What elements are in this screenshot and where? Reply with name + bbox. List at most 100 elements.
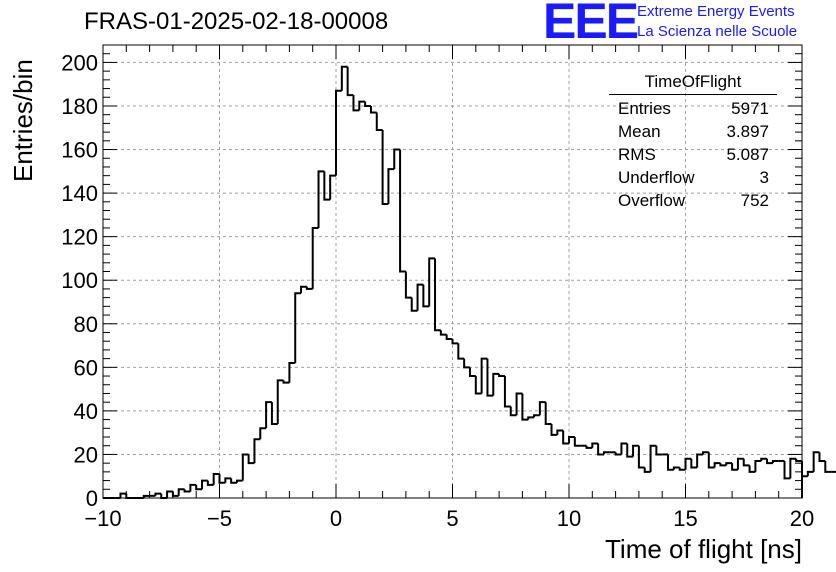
y-tick-label: 160 [61,138,98,163]
histogram-bin [515,392,523,416]
histogram-bin [713,462,721,468]
histogram-bin [573,437,581,447]
histogram-bin [201,479,208,490]
histogram-bin [323,171,331,201]
histogram-bin [527,416,535,420]
histogram-bin [224,477,232,483]
histogram-bin [626,443,634,458]
histogram-bin [684,457,692,470]
stats-row-mean: Mean 3.897 [609,120,777,143]
histogram-bin [288,361,296,383]
histogram-bin [701,451,709,455]
histogram-bin [696,453,703,468]
histogram-bin [177,488,185,496]
stats-label: Underflow [618,168,695,187]
histogram-bin [241,453,249,481]
stats-label: Overflow [618,191,686,210]
stats-row-entries: Entries 5971 [609,97,777,120]
stats-value: 3 [759,168,769,187]
y-tick-label: 180 [61,94,98,119]
histogram-bin [795,458,802,462]
histogram-bin [556,429,564,435]
y-tick-label: 0 [86,486,98,511]
histogram-bin [439,330,447,336]
stats-label: Mean [618,122,661,141]
histogram-bin [480,357,488,394]
histogram-bin [329,174,336,200]
histogram-bin [707,452,715,469]
histogram-bin [457,343,465,360]
histogram-bin [591,442,599,448]
logo-line-2: La Scienza nelle Scuole [637,23,798,40]
chart-title: FRAS-01-2025-02-18-00008 [84,8,389,35]
histogram-bin [690,458,698,469]
stats-value: 5.087 [726,145,769,164]
histogram-bin [719,463,727,467]
histogram-bin [416,283,424,311]
histogram-bin [771,459,779,464]
histogram-bin [824,460,832,473]
histogram-bin [335,89,342,176]
histogram-bin [183,489,191,493]
histogram-bin [206,480,214,486]
histogram-bin [375,112,383,131]
histogram-bin [393,148,401,170]
histogram-bin [404,271,412,299]
histogram-bin [212,473,220,485]
y-tick-label: 60 [74,355,98,380]
x-tick-label: 20 [790,506,814,531]
histogram-bin [632,444,639,457]
x-tick-label: 15 [673,506,697,531]
histogram-bin [463,358,470,369]
histogram-bin [276,379,284,424]
histogram-bin [643,467,651,473]
histogram-bin [533,414,540,418]
histogram-bin [358,100,366,111]
eee-logo: EEE [543,0,639,49]
histogram-bars [103,65,836,499]
histogram-bin [451,339,459,345]
stats-title: TimeOfFlight [609,70,777,95]
histogram-bin [399,149,406,273]
stats-row-rms: RMS 5.087 [609,143,777,166]
stats-value: 3.897 [726,122,769,141]
stats-value: 752 [740,191,769,210]
histogram-bin [352,95,360,112]
histogram-bin [667,454,674,471]
histogram-bin [259,427,267,440]
histogram-bin [672,466,680,470]
histogram-bin [247,454,255,465]
histogram-bin [597,443,604,456]
histogram-bin [783,460,791,480]
histogram-bin [620,442,628,455]
histogram-bin [568,436,575,444]
histogram-bin [294,292,302,363]
y-tick-label: 120 [61,225,98,250]
y-tick-label: 40 [74,399,98,424]
histogram-bin [305,286,313,290]
histogram-bin [766,458,773,465]
histogram-bin [812,451,820,472]
histogram-bin [754,459,762,472]
histogram-bin [270,402,278,425]
histogram-bin [468,367,476,378]
histogram-bin [725,462,733,466]
histogram-bin [544,402,552,425]
histogram-bin [486,358,494,397]
stats-box: TimeOfFlight Entries 5971 Mean 3.897 RMS 5.… [609,70,777,212]
histogram-bin [387,168,395,204]
histogram-bin [428,257,436,307]
grid-lines [103,45,802,498]
stats-row-overflow: Overflow 752 [609,189,777,212]
histogram-bin [154,492,162,496]
histogram-bin [637,445,645,469]
histogram-bin [422,284,430,308]
histogram-bin [742,458,750,467]
histogram-bin [521,393,529,421]
histogram-bin [346,66,354,97]
stats-value: 5971 [731,99,769,118]
stats-row-underflow: Underflow 3 [609,166,777,189]
histogram-bin [381,129,389,205]
histogram-bin [538,401,546,416]
